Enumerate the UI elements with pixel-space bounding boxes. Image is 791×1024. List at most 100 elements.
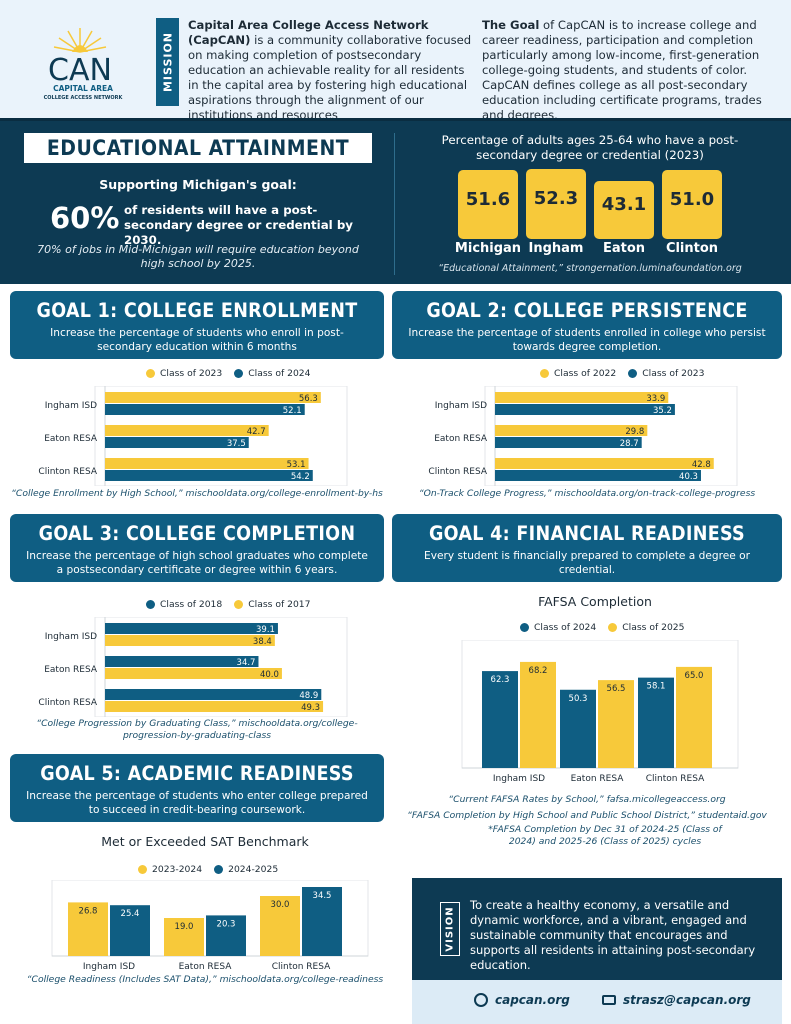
legend-swatch: [234, 600, 244, 609]
bar: [105, 404, 305, 415]
bar: [164, 918, 204, 956]
bar: [520, 661, 556, 768]
vision-text: To create a healthy economy, a versatile…: [470, 898, 756, 972]
bar: [105, 689, 322, 700]
legend-item-1: Class of 2022: [540, 368, 616, 379]
category-label: Ingham ISD: [45, 401, 97, 411]
data-label: 62.3: [491, 675, 510, 685]
goal5-header: GOAL 5: ACADEMIC READINESS Increase the …: [10, 754, 384, 822]
goal4-title: GOAL 4: FINANCIAL READINESS: [428, 522, 745, 545]
legend-label: Class of 2025: [622, 622, 685, 633]
legend-item-1: 2023-2024: [138, 864, 202, 875]
goal1-legend: Class of 2023 Class of 2024: [146, 368, 311, 379]
bar: [105, 437, 249, 448]
bar: [560, 689, 596, 768]
bar: [598, 680, 634, 768]
goal3-desc: Increase the percentage of high school g…: [26, 550, 368, 576]
website-link[interactable]: capcan.org: [474, 993, 570, 1007]
attainment-label-clinton: Clinton: [665, 241, 719, 256]
legend-item-2: Class of 2023: [628, 368, 705, 379]
data-label: 33.9: [646, 394, 665, 404]
goal2-desc: Increase the percentage of students enro…: [408, 327, 766, 353]
data-label: 28.7: [620, 439, 639, 449]
data-label: 48.9: [299, 691, 318, 701]
goal5-source: “College Readiness (Includes SAT Data),”…: [26, 974, 384, 985]
bar: [495, 470, 701, 481]
category-label: Eaton RESA: [434, 434, 488, 444]
goal4-source1: “Current FAFSA Rates by School,” fafsa.m…: [448, 794, 726, 805]
mail-icon: [602, 995, 616, 1005]
plot-frame: [94, 386, 348, 486]
legend-item-2: Class of 2024: [234, 368, 311, 379]
goal1-title: GOAL 1: COLLEGE ENROLLMENT: [36, 299, 358, 322]
legend-swatch: [146, 369, 155, 378]
legend-item-1: Class of 2023: [146, 368, 222, 379]
goal1-desc: Increase the percentage of students who …: [50, 327, 344, 353]
legend-swatch: [540, 369, 549, 378]
data-label: 19.0: [175, 922, 194, 932]
data-label: 25.4: [121, 909, 140, 919]
logo-line1: CAPITAL AREA: [53, 84, 113, 93]
bar: [495, 437, 642, 448]
goal5-legend: 2023-2024 2024-2025: [138, 864, 278, 875]
email-link[interactable]: strasz@capcan.org: [602, 993, 751, 1007]
contact-bar: capcan.org strasz@capcan.org: [412, 980, 782, 1024]
category-label: Clinton RESA: [428, 467, 487, 477]
data-label: 29.8: [625, 427, 644, 437]
goal5-chart: 26.8 25.4 Ingham ISD 19.0 20.3 Eaton RESA 30.0…: [51, 880, 369, 972]
legend-swatch: [146, 600, 155, 609]
legend-label: 2024-2025: [228, 864, 279, 875]
data-label: 50.3: [569, 694, 588, 704]
data-label: 38.4: [253, 637, 272, 647]
attainment-box-clinton: 51.0: [662, 170, 722, 239]
goal2-source: “On-Track College Progress,” mischooldat…: [418, 488, 756, 499]
sat-chart-title: Met or Exceeded SAT Benchmark: [101, 834, 309, 849]
attainment-label-eaton: Eaton: [602, 241, 646, 256]
goal2-chart: Ingham ISD 33.9 35.2 Eaton RESA 29.8 28.7 Clin…: [428, 386, 738, 486]
legend-item-2: 2024-2025: [214, 864, 278, 875]
big-percent-text: of residents will have a post-secondary …: [124, 203, 353, 247]
legend-label: Class of 2024: [248, 368, 311, 379]
logo-line2: COLLEGE ACCESS NETWORK: [44, 95, 124, 101]
bar: [302, 887, 342, 956]
data-label: 39.1: [256, 625, 275, 635]
goal4-chart: 62.3 68.2 Ingham ISD 50.3 56.5 Eaton RESA 58.1…: [461, 640, 739, 784]
legend-swatch: [608, 623, 618, 632]
bar: [105, 392, 321, 403]
vision-box: VISION To create a healthy economy, a ve…: [412, 878, 782, 980]
data-label: 42.8: [692, 460, 711, 470]
attainment-source: “Educational Attainment,” strongernation…: [438, 263, 742, 274]
legend-swatch: [138, 865, 147, 874]
goal4-source3: *FAFSA Completion by Dec 31 of 2024-25 (…: [488, 824, 722, 847]
legend-item-2: Class of 2025: [608, 622, 685, 633]
data-label: 56.5: [607, 684, 626, 694]
bar: [105, 668, 282, 679]
category-label: Ingham ISD: [435, 401, 487, 411]
category-label: Eaton RESA: [571, 774, 625, 784]
legend-swatch: [628, 369, 638, 378]
category-label: Clinton RESA: [646, 774, 705, 784]
capcan-logo: CAN CAPITAL AREA COLLEGE ACCESS NETWORK: [28, 22, 138, 104]
bar: [638, 677, 674, 768]
legend-swatch: [234, 369, 244, 378]
legend-label: Class of 2022: [554, 368, 617, 379]
jobs-text: 70% of jobs in Mid-Michigan will require…: [37, 243, 359, 270]
goal5-desc: Increase the percentage of students who …: [26, 790, 368, 816]
data-label: 34.7: [237, 658, 256, 668]
support-text: Supporting Michigan's goal:: [99, 177, 297, 192]
data-label: 40.0: [260, 670, 279, 680]
big-percent: 60%: [50, 201, 120, 235]
bar: [105, 701, 324, 712]
legend-swatch: [520, 623, 529, 632]
attainment-subtitle: Percentage of adults ages 25-64 who have…: [441, 133, 739, 162]
legend-label: Class of 2023: [642, 368, 705, 379]
category-label: Ingham ISD: [83, 962, 135, 972]
goal1-header: GOAL 1: COLLEGE ENROLLMENT Increase the …: [10, 291, 384, 359]
attainment-title: EDUCATIONAL ATTAINMENT: [24, 133, 372, 163]
data-label: 65.0: [685, 671, 704, 681]
bar: [105, 623, 278, 634]
bar: [495, 404, 675, 415]
legend-item-1: Class of 2024: [520, 622, 596, 633]
bar: [105, 635, 275, 646]
data-label: 37.5: [227, 439, 246, 449]
